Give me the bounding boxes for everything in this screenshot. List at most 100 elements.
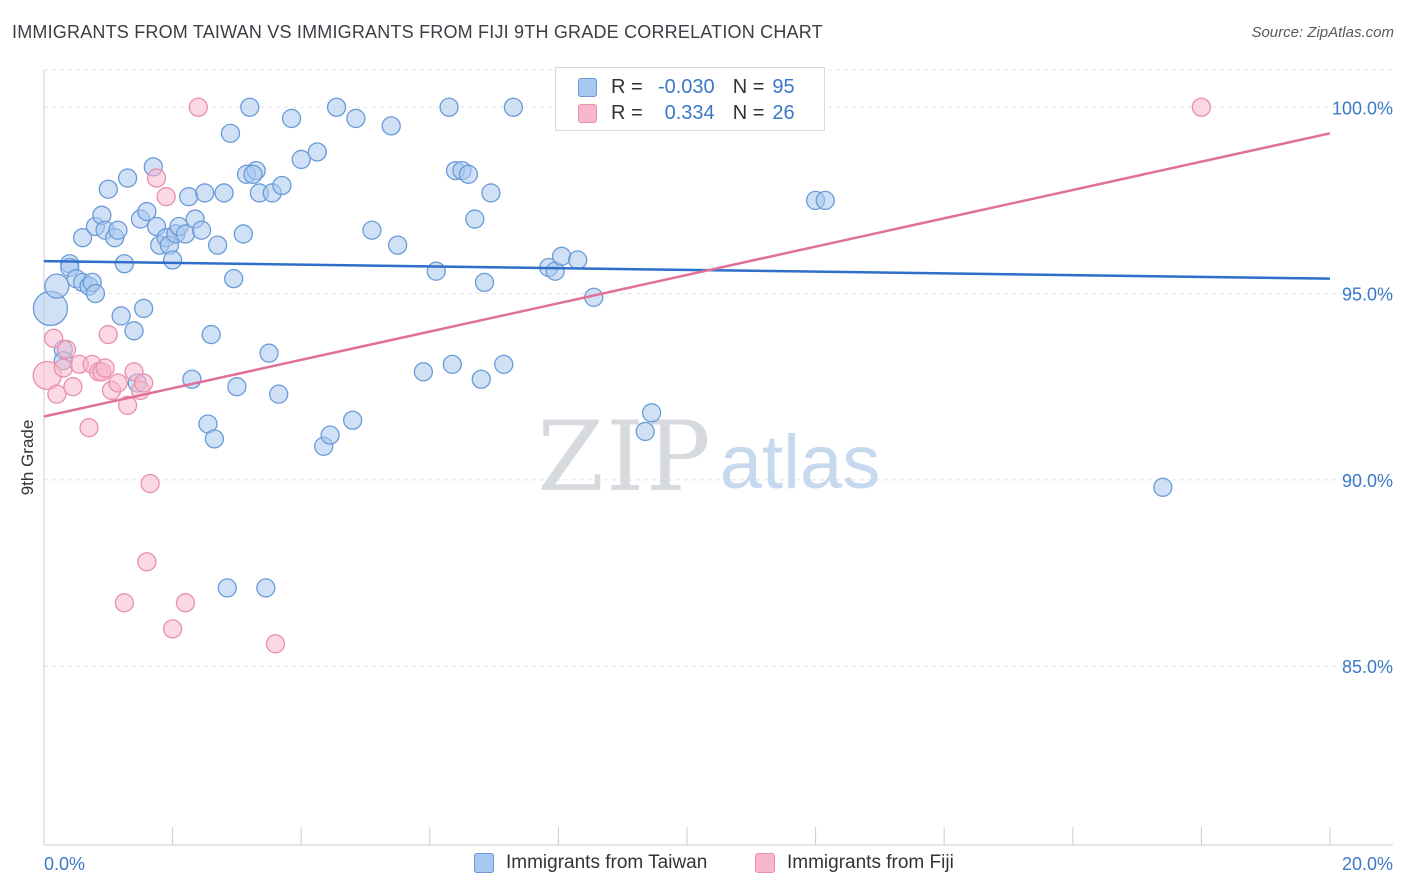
legend-item-taiwan[interactable]: Immigrants from Taiwan bbox=[474, 852, 707, 874]
x-tick-label-min: 0.0% bbox=[44, 854, 85, 874]
y-axis-label: 9th Grade bbox=[18, 420, 37, 496]
legend-label-fiji: Immigrants from Fiji bbox=[787, 852, 954, 873]
trend-layer bbox=[43, 132, 1331, 418]
fiji-point bbox=[114, 593, 135, 613]
fiji-point bbox=[43, 328, 64, 348]
legend-row-taiwan: R = -0.030 N = 95 bbox=[578, 75, 795, 99]
fiji-point bbox=[47, 384, 67, 404]
fiji-point bbox=[1191, 97, 1212, 117]
taiwan-point bbox=[362, 220, 382, 240]
taiwan-point bbox=[471, 369, 491, 389]
legend-r-label: R = bbox=[611, 75, 643, 98]
taiwan-point bbox=[307, 142, 327, 162]
fiji-point bbox=[95, 358, 115, 378]
fiji-point bbox=[79, 418, 99, 438]
labels-layer: 85.0% 90.0% 95.0% 100.0% 0.0% 20.0% 9th Grade bbox=[18, 98, 1393, 874]
fiji-point bbox=[175, 593, 196, 613]
fiji-point bbox=[137, 552, 157, 572]
y-tick-label: 100.0% bbox=[1332, 98, 1393, 118]
legend-n-value: 95 bbox=[772, 75, 795, 98]
taiwan-point bbox=[291, 149, 311, 170]
legend-n-label: N = bbox=[732, 75, 765, 98]
taiwan-point bbox=[108, 220, 128, 240]
source-credit: Source: ZipAtlas.com bbox=[1251, 24, 1394, 41]
taiwan-point bbox=[568, 250, 588, 270]
series-legend: Immigrants from Taiwan Immigrants from F… bbox=[0, 852, 1406, 878]
taiwan-point bbox=[465, 209, 485, 229]
watermark-zip: ZIP bbox=[537, 401, 712, 513]
taiwan-point bbox=[124, 321, 144, 341]
taiwan-point bbox=[439, 97, 459, 117]
taiwan-point bbox=[503, 97, 524, 117]
taiwan-point bbox=[413, 362, 434, 382]
taiwan-point bbox=[458, 164, 479, 184]
legend-swatch-taiwan bbox=[474, 853, 494, 873]
grid-layer bbox=[44, 69, 1392, 667]
fiji-point bbox=[117, 395, 138, 415]
taiwan-point bbox=[259, 343, 279, 363]
fiji-point bbox=[63, 377, 83, 397]
taiwan-point bbox=[224, 269, 244, 289]
taiwan-point bbox=[474, 272, 495, 293]
correlation-legend: R = -0.030 N = 95 R = 0.334 N = 26 bbox=[555, 67, 825, 131]
taiwan-point bbox=[191, 220, 212, 240]
taiwan-point bbox=[494, 354, 514, 375]
taiwan-trend-line bbox=[43, 259, 1331, 280]
taiwan-point bbox=[195, 183, 215, 203]
watermark-atlas: atlas bbox=[720, 420, 881, 505]
taiwan-point bbox=[134, 298, 154, 319]
fiji-point bbox=[146, 168, 167, 188]
legend-label-taiwan: Immigrants from Taiwan bbox=[506, 852, 708, 873]
taiwan-point bbox=[381, 116, 401, 136]
taiwan-point bbox=[137, 201, 157, 222]
taiwan-point bbox=[114, 254, 135, 274]
taiwan-point bbox=[342, 410, 363, 430]
taiwan-point bbox=[85, 283, 106, 304]
taiwan-point bbox=[233, 224, 253, 244]
taiwan-point bbox=[243, 164, 263, 184]
y-tick-label: 95.0% bbox=[1342, 285, 1393, 305]
taiwan-point bbox=[320, 425, 340, 445]
fiji-point bbox=[140, 473, 160, 494]
watermark: ZIP atlas bbox=[537, 401, 880, 513]
x-tick-label-max: 20.0% bbox=[1342, 854, 1393, 874]
legend-r-value: -0.030 bbox=[657, 75, 715, 98]
fiji-point bbox=[53, 358, 73, 378]
y-tick-label: 90.0% bbox=[1342, 471, 1393, 491]
chart-title: IMMIGRANTS FROM TAIWAN VS IMMIGRANTS FRO… bbox=[12, 22, 823, 42]
taiwan-point bbox=[551, 246, 572, 266]
taiwan-point bbox=[272, 175, 292, 196]
taiwan-point bbox=[426, 261, 446, 281]
fiji-point bbox=[265, 634, 286, 654]
legend-n-label: N = bbox=[732, 101, 765, 124]
taiwan-point bbox=[227, 377, 247, 397]
taiwan-point bbox=[117, 168, 138, 188]
taiwan-point bbox=[44, 273, 70, 299]
taiwan-point bbox=[387, 235, 408, 255]
fiji-point bbox=[162, 619, 183, 639]
taiwan-point bbox=[179, 187, 199, 207]
fiji-point bbox=[56, 339, 77, 360]
legend-swatch-fiji bbox=[755, 853, 775, 873]
legend-swatch-taiwan bbox=[578, 77, 597, 97]
legend-item-fiji[interactable]: Immigrants from Fiji bbox=[755, 852, 954, 874]
taiwan-point bbox=[281, 108, 302, 129]
fiji-point bbox=[156, 187, 176, 207]
taiwan-point bbox=[72, 228, 93, 248]
legend-r-label: R = bbox=[611, 101, 643, 124]
taiwan-point bbox=[346, 108, 366, 129]
taiwan-point bbox=[162, 250, 183, 270]
taiwan-point bbox=[481, 183, 501, 203]
fiji-trend-line bbox=[43, 132, 1331, 418]
taiwan-point bbox=[641, 403, 662, 423]
taiwan-point bbox=[442, 354, 462, 375]
taiwan-point bbox=[207, 235, 228, 255]
fiji-point bbox=[108, 373, 128, 393]
fiji-point bbox=[98, 324, 118, 345]
taiwan-point bbox=[214, 183, 234, 203]
taiwan-point bbox=[256, 578, 276, 598]
taiwan-point bbox=[635, 421, 655, 442]
legend-row-fiji: R = 0.334 N = 26 bbox=[578, 101, 795, 125]
taiwan-point bbox=[204, 429, 225, 449]
